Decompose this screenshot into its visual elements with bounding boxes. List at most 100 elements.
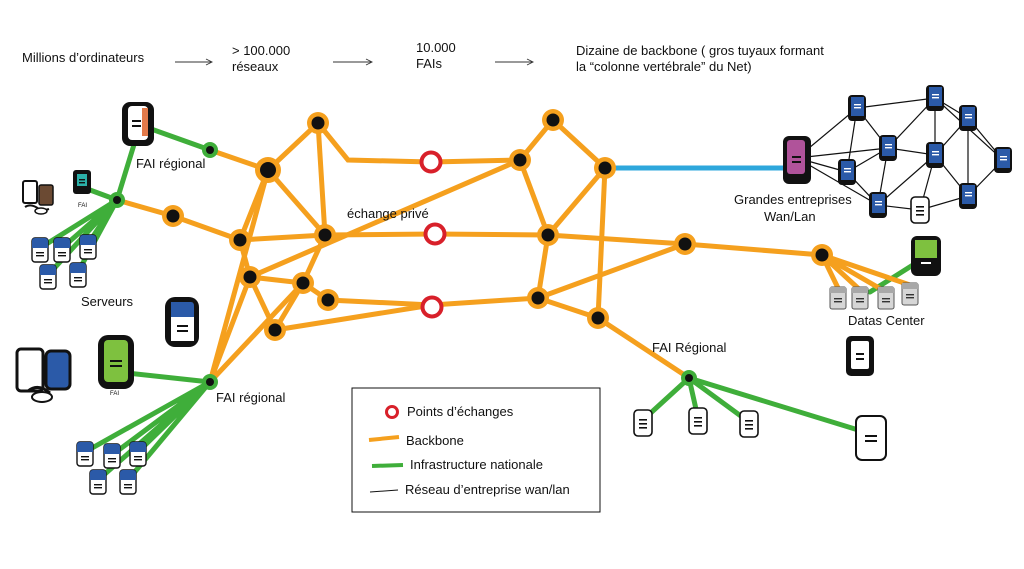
regional-node (681, 370, 697, 386)
backbone-node (255, 157, 281, 183)
server-icon (129, 441, 147, 467)
exchange-point-icon (418, 149, 444, 175)
green-line-icon (371, 463, 404, 468)
server-icon (688, 407, 708, 435)
header-step-4-line2: la “colonne vertébrale” du Net) (576, 59, 752, 74)
server-icon (901, 282, 919, 306)
legend-item-national: Infrastructure nationale (371, 457, 543, 472)
server-icon (76, 441, 94, 467)
header-step-2-line1: > 100.000 (232, 43, 290, 58)
fai-regional-bottom-cluster: FAI FAI régional (15, 297, 285, 495)
black-line-icon (369, 489, 399, 493)
orange-line-icon (368, 435, 400, 442)
server-icon (633, 409, 653, 437)
label-grandes-entreprises: Grandes entreprises (734, 192, 852, 207)
backbone-node (307, 112, 329, 134)
legend-label: Réseau d’entreprise wan/lan (405, 482, 570, 497)
server-icon (39, 264, 57, 290)
isp-server-icon (73, 170, 91, 194)
server-icon (829, 286, 847, 310)
legend-item-exchange: Points d’échanges (385, 404, 514, 419)
header-step-3-line2: FAIs (416, 56, 443, 71)
server-icon (926, 142, 944, 168)
header-step-4-line1: Dizaine de backbone ( gros tuyaux forman… (576, 43, 824, 58)
fai-small-label: FAI (110, 391, 119, 397)
server-icon (877, 286, 895, 310)
server-icon (838, 159, 856, 185)
backbone-node (264, 319, 286, 341)
server-icon (994, 147, 1012, 173)
backbone-node (292, 272, 314, 294)
backbone-node (542, 109, 564, 131)
server-icon (739, 410, 759, 438)
backbone-node (162, 205, 184, 227)
fai-small-label: FAI (78, 203, 87, 209)
server-icon (53, 237, 71, 263)
server-icon (926, 85, 944, 111)
datacenter-server-icon (911, 236, 941, 276)
server-icon (851, 286, 869, 310)
server-icon (846, 336, 874, 376)
enterprise-router-icon (783, 136, 811, 184)
legend-label: Infrastructure nationale (410, 457, 543, 472)
backbone-node (674, 233, 696, 255)
backbone-node (811, 244, 833, 266)
arrow-icon (175, 58, 214, 66)
label-datas-center: Datas Center (848, 313, 925, 328)
backbone-node (229, 229, 251, 251)
exchange-point-icon (419, 294, 445, 320)
server-icon (165, 297, 199, 347)
label-fai-regional-right: FAI Régional (652, 340, 727, 355)
server-icon (910, 196, 930, 224)
label-fai-regional-bottom: FAI régional (216, 390, 285, 405)
fai-regional-right-cluster: FAI Régional (633, 340, 887, 461)
label-wan-lan: Wan/Lan (764, 209, 816, 224)
server-icon (119, 469, 137, 495)
label-serveurs: Serveurs (81, 294, 134, 309)
arrow-icon (333, 58, 374, 66)
label-echange-prive: échange privé (347, 206, 429, 221)
datacenter-cluster: Datas Center (829, 236, 941, 376)
server-icon (89, 469, 107, 495)
server-icon (855, 415, 887, 461)
server-icon (69, 262, 87, 288)
isp-server-icon (98, 335, 134, 389)
backbone-node (317, 289, 339, 311)
label-fai-regional-top: FAI régional (136, 156, 205, 171)
server-icon (848, 95, 866, 121)
legend: Points d’échanges Backbone Infrastructur… (351, 387, 601, 513)
server-icon (31, 237, 49, 263)
computer-icon (22, 180, 54, 215)
header-step-1: Millions d’ordinateurs (22, 50, 145, 65)
arrow-icon (495, 58, 535, 66)
server-icon (79, 234, 97, 260)
backbone-node (587, 307, 609, 329)
server-icon (869, 192, 887, 218)
computer-icon (15, 347, 72, 403)
header: Millions d’ordinateurs > 100.000 réseaux… (22, 40, 824, 74)
header-step-3-line1: 10.000 (416, 40, 456, 55)
fai-regional-top-cluster: FAI FAI régional Serveurs (22, 102, 205, 309)
backbone-node (509, 149, 531, 171)
isp-server-icon (122, 102, 154, 146)
server-icon (879, 135, 897, 161)
legend-item-enterprise: Réseau d’entreprise wan/lan (369, 482, 570, 497)
legend-item-backbone: Backbone (368, 433, 464, 448)
server-icon (959, 105, 977, 131)
server-icon (959, 183, 977, 209)
backbone-node (594, 157, 616, 179)
backbone-node (239, 266, 261, 288)
regional-node (109, 192, 125, 208)
server-icon (103, 443, 121, 469)
backbone-node (527, 287, 549, 309)
red-ring-icon (385, 405, 399, 419)
legend-label: Points d’échanges (407, 404, 514, 419)
regional-node (202, 374, 218, 390)
enterprise-cluster: Grandes entreprises Wan/Lan (734, 85, 1012, 224)
backbone-node (314, 224, 336, 246)
exchange-point-icon (422, 221, 448, 247)
backbone-node (537, 224, 559, 246)
header-step-2-line2: réseaux (232, 59, 279, 74)
legend-label: Backbone (406, 433, 464, 448)
